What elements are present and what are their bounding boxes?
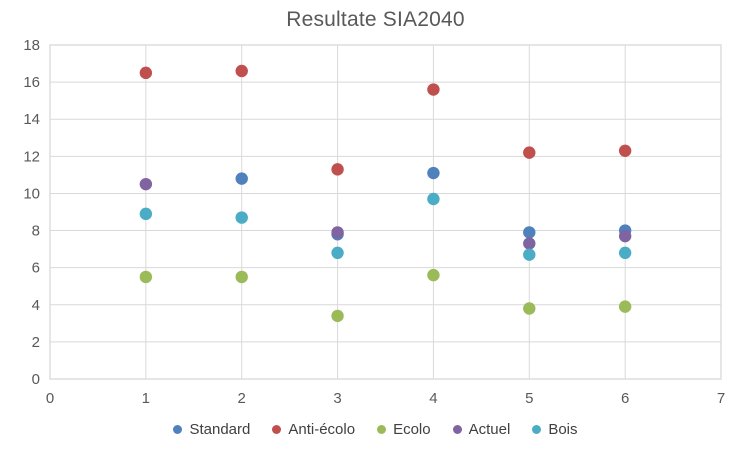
series-actuel <box>139 177 632 250</box>
data-point <box>618 300 632 313</box>
y-axis-tick-label: 14 <box>23 111 40 128</box>
y-axis-tick-label: 12 <box>23 148 40 165</box>
x-axis-tick-label: 1 <box>142 390 150 407</box>
legend-marker-icon <box>173 425 183 434</box>
data-point <box>331 309 344 323</box>
data-point <box>427 83 440 96</box>
data-point <box>235 211 248 224</box>
legend-item-standard[interactable]: Standard <box>173 421 250 438</box>
legend-label: Bois <box>548 421 578 438</box>
y-axis-tick-label: 4 <box>32 297 40 314</box>
series-ecolo <box>139 268 632 323</box>
data-point <box>235 64 248 78</box>
x-axis-tick-label: 2 <box>238 390 246 407</box>
chart-title: Resultate SIA2040 <box>286 8 465 31</box>
data-point <box>618 246 632 260</box>
data-point <box>523 226 536 239</box>
series-anti-ecolo <box>139 64 632 176</box>
legend-marker-icon <box>377 425 387 434</box>
x-axis-tick-label: 6 <box>621 390 629 407</box>
plot-border <box>49 44 722 380</box>
y-axis-tick-label: 10 <box>23 185 40 202</box>
x-axis-tick-label: 3 <box>333 390 341 407</box>
x-axis-tick-label: 5 <box>525 390 533 407</box>
legend-marker-icon <box>272 425 282 434</box>
y-axis-tick-label: 2 <box>32 334 40 351</box>
data-point <box>523 248 536 261</box>
series-bois <box>139 192 632 261</box>
x-axis-tick-label: 0 <box>46 390 54 407</box>
data-point <box>523 237 536 250</box>
legend-item-anti-ecolo[interactable]: Anti-écolo <box>272 421 355 438</box>
chart-legend: Standard Anti-écolo Ecolo Actuel Bois <box>0 421 751 438</box>
legend-marker-icon <box>452 425 462 434</box>
legend-label: Actuel <box>468 421 511 438</box>
data-point <box>427 268 440 282</box>
x-axis-tick-label: 7 <box>717 390 725 407</box>
legend-marker-icon <box>532 425 542 434</box>
legend-item-actuel[interactable]: Actuel <box>452 421 511 438</box>
data-point <box>523 302 536 315</box>
data-point <box>235 270 248 284</box>
data-point <box>523 146 536 159</box>
x-axis-tick-label: 4 <box>429 390 437 407</box>
data-point <box>235 172 248 185</box>
data-point <box>427 166 440 180</box>
data-point <box>331 226 344 239</box>
data-point <box>618 229 632 243</box>
y-axis-tick-label: 0 <box>32 371 40 388</box>
data-point <box>331 163 344 176</box>
data-point <box>139 207 153 221</box>
data-point <box>331 246 344 260</box>
legend-label: Anti-écolo <box>288 421 356 438</box>
legend-label: Ecolo <box>393 421 431 438</box>
y-axis-tick-label: 16 <box>23 74 40 91</box>
data-point <box>139 177 153 191</box>
legend-item-bois[interactable]: Bois <box>532 421 578 438</box>
y-axis-tick-label: 8 <box>32 223 40 240</box>
legend-item-ecolo[interactable]: Ecolo <box>377 421 431 438</box>
data-point <box>139 66 153 80</box>
data-point <box>427 192 440 206</box>
y-axis-tick-label: 18 <box>23 37 40 54</box>
data-point <box>618 144 632 157</box>
legend-label: Standard <box>189 421 251 438</box>
data-point <box>139 270 153 284</box>
y-axis-tick-label: 6 <box>32 260 40 277</box>
